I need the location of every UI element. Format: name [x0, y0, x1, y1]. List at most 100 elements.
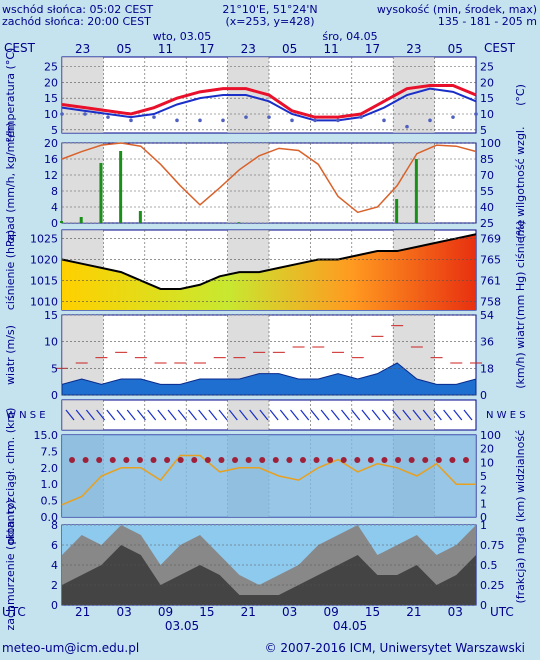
y-tick-label-right: 20	[480, 76, 494, 89]
precip-bar	[99, 163, 103, 223]
temperature-point	[405, 124, 409, 129]
wind-direction-arrow	[75, 409, 85, 421]
bottom-hour-label: 21	[406, 605, 421, 619]
y-tick-label: 12	[44, 169, 58, 182]
wind-direction-arrow	[218, 409, 228, 421]
copyright-text: © 2007-2016 ICM, Uniwersytet Warszawski	[265, 641, 525, 655]
bottom-date1: 03.05	[165, 619, 199, 633]
night-band	[227, 400, 269, 430]
bottom-hour-label: 09	[323, 605, 338, 619]
y-tick-label-right: 1	[480, 497, 487, 510]
wind-direction-arrow	[402, 409, 412, 421]
wind-compass-right: N W E S	[486, 410, 526, 421]
temperature-point	[244, 115, 248, 119]
precip-bar	[414, 159, 418, 223]
wind-direction-arrow	[341, 409, 351, 421]
wind-direction-arrow	[167, 409, 177, 421]
temperature-point	[60, 112, 64, 116]
y-tick-label: 10	[44, 108, 58, 121]
temperature-point	[382, 118, 386, 123]
wind-direction-arrow	[65, 409, 75, 421]
y-tick-label-right: 2	[480, 484, 487, 497]
y-tick-label: 5	[51, 362, 58, 375]
wind-direction-arrow	[290, 409, 299, 421]
cloud-base-point	[109, 457, 116, 463]
y-tick-label-right: 25	[480, 217, 494, 230]
y-tick-label-right: 15	[480, 92, 494, 105]
wind-direction-arrow	[177, 409, 187, 421]
cloud-base-point	[272, 457, 279, 463]
wind-direction-arrow	[249, 409, 259, 421]
panel-wind: 0 0 5 18 10 36 15 54 wiatr (m/s) (km/h) wiatr	[4, 309, 527, 402]
bottom-hour-label: 21	[241, 605, 256, 619]
temperature-point	[359, 115, 363, 119]
cloud-base-point	[354, 457, 361, 463]
y-tick-label: 0.5	[41, 495, 59, 508]
night-band	[393, 143, 435, 223]
cloud-base-point	[218, 457, 225, 463]
cloud-base-point	[123, 457, 130, 463]
night-band	[393, 57, 435, 133]
wind-direction-arrow	[371, 409, 381, 421]
wind-direction-arrow	[381, 409, 391, 421]
y-tick-label: 25	[44, 61, 58, 74]
day2-label: śro, 04.05	[322, 30, 377, 43]
precip-bar	[395, 199, 399, 223]
cloud-base-point	[286, 457, 293, 463]
wind-direction-arrow	[351, 409, 361, 421]
cloud-base-point	[381, 457, 388, 463]
precip-bar	[60, 221, 63, 223]
y-tick-label: 15.0	[34, 429, 59, 442]
y-axis-label-right: (km) widzialność	[514, 430, 527, 522]
bottom-date2: 04.05	[333, 619, 367, 633]
cloud-base-point	[204, 457, 211, 463]
wind-direction-arrow	[239, 409, 248, 421]
wind-direction-arrow	[300, 409, 310, 421]
cloud-base-point	[327, 457, 334, 463]
y-tick-label: 1010	[30, 296, 58, 309]
y-axis-label-left: opad (mm/h, kg/m²/h)	[4, 122, 17, 243]
y-tick-label: 4	[51, 559, 58, 572]
wind-direction-arrow	[96, 409, 106, 421]
temperature-point	[313, 118, 317, 123]
cloud-base-point	[449, 457, 456, 463]
day1-label: wto, 03.05	[153, 30, 212, 43]
email-link[interactable]: meteo-um@icm.edu.pl	[2, 641, 139, 655]
coordinates-text: 21°10'E, 51°24'N	[222, 3, 317, 16]
bottom-hour-label: 03	[116, 605, 131, 619]
cloud-base-point	[367, 457, 374, 463]
y-axis-label-left: pion. rozciągł. chm. (km)	[4, 408, 17, 545]
wind-direction-arrow	[463, 409, 473, 421]
wind-direction-arrow	[228, 409, 238, 421]
temperature-point	[106, 115, 110, 119]
bottom-hour-label: 09	[158, 605, 173, 619]
temperature-point	[152, 115, 156, 119]
pressure-line	[61, 233, 477, 290]
y-tick-label-right: 5	[480, 124, 487, 137]
y-tick-label-right: 0.5	[480, 559, 498, 572]
wind-compass-left: W N S E	[6, 410, 46, 421]
y-tick-label: 0	[51, 217, 58, 230]
y-tick-label-right: 18	[480, 362, 494, 375]
y-axis-label-right: (°C)	[514, 84, 527, 106]
wind-direction-arrow	[136, 409, 146, 421]
cloud-base-point	[69, 457, 75, 463]
bottom-hour-label: 03	[282, 605, 297, 619]
y-tick-label-right: 100	[480, 137, 501, 150]
night-band	[62, 400, 104, 430]
y-tick-label: 20	[44, 76, 58, 89]
y-tick-label: 15	[44, 309, 58, 322]
y-tick-label-right: 0	[480, 599, 487, 612]
wind-direction-arrow	[259, 409, 269, 421]
y-tick-label-right: 100	[480, 429, 501, 442]
bottom-hour-label: 15	[199, 605, 214, 619]
wind-direction-arrow	[85, 409, 95, 421]
wind-direction-arrow	[443, 409, 453, 421]
cloud-base-point	[82, 457, 89, 463]
cloud-base-point	[395, 457, 402, 463]
top-hour-label: 17	[199, 42, 214, 56]
y-tick-label-right: 20	[480, 443, 494, 456]
y-tick-label-right: 5	[480, 470, 487, 483]
